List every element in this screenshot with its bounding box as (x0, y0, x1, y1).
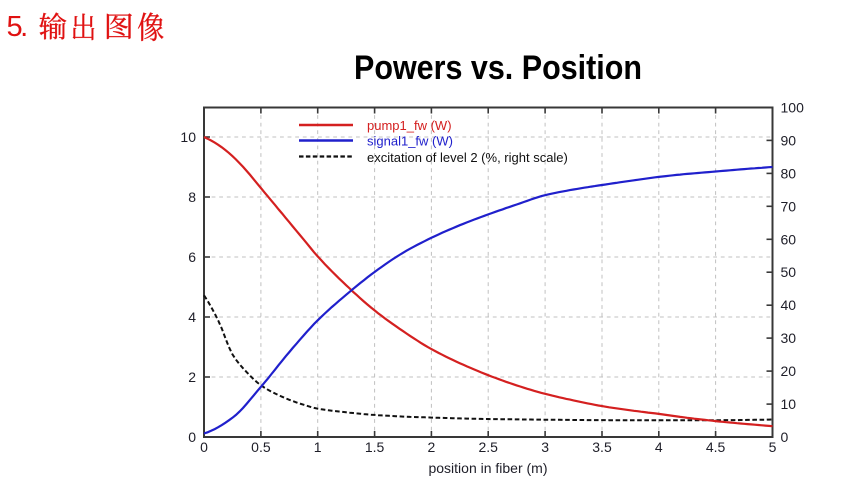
svg-text:10: 10 (781, 396, 797, 412)
svg-text:5.: 5. (7, 11, 27, 43)
svg-text:30: 30 (781, 330, 797, 346)
svg-text:80: 80 (781, 165, 797, 181)
svg-text:0: 0 (200, 439, 208, 455)
svg-text:position in fiber (m): position in fiber (m) (428, 460, 547, 476)
svg-text:0.5: 0.5 (251, 439, 271, 455)
svg-text:70: 70 (781, 198, 797, 214)
svg-text:Powers vs. Position: Powers vs. Position (354, 49, 642, 87)
svg-text:50: 50 (781, 264, 797, 280)
svg-text:40: 40 (781, 297, 797, 313)
svg-text:10: 10 (180, 129, 196, 145)
svg-text:5: 5 (769, 439, 777, 455)
svg-text:2: 2 (428, 439, 436, 455)
svg-text:100: 100 (781, 100, 805, 116)
svg-text:2: 2 (188, 369, 196, 385)
svg-text:3.5: 3.5 (592, 439, 612, 455)
svg-text:1: 1 (314, 439, 322, 455)
svg-text:0: 0 (188, 429, 196, 445)
svg-text:4: 4 (188, 309, 196, 325)
svg-text:4.5: 4.5 (706, 439, 726, 455)
svg-text:4: 4 (655, 439, 663, 455)
svg-text:signal1_fw (W): signal1_fw (W) (367, 134, 453, 149)
svg-text:60: 60 (781, 231, 797, 247)
svg-text:20: 20 (781, 363, 797, 379)
svg-text:0: 0 (781, 429, 789, 445)
svg-text:3: 3 (541, 439, 549, 455)
svg-text:2.5: 2.5 (478, 439, 498, 455)
svg-text:8: 8 (188, 189, 196, 205)
svg-text:6: 6 (188, 249, 196, 265)
svg-text:excitation of level 2 (%, righ: excitation of level 2 (%, right scale) (367, 150, 568, 165)
svg-text:90: 90 (781, 132, 797, 148)
svg-text:pump1_fw (W): pump1_fw (W) (367, 118, 452, 133)
svg-text:1.5: 1.5 (365, 439, 385, 455)
